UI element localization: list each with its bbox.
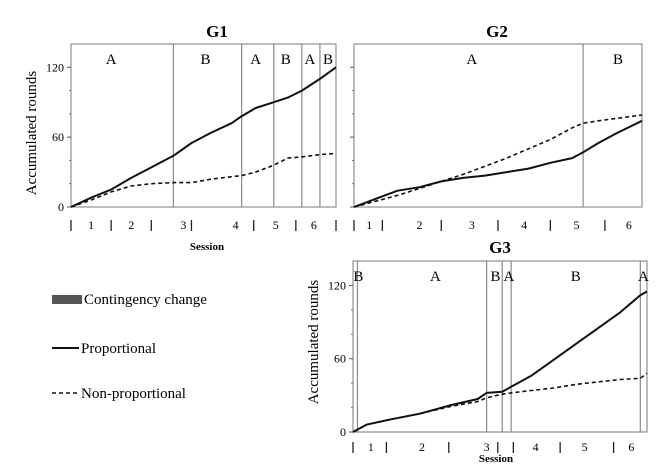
y-tick-label: 0 [58,200,64,214]
session-label: 4 [233,218,239,232]
session-label: 5 [273,218,279,232]
y-tick-label: 120 [46,60,64,74]
phase-label: B [613,52,623,68]
legend-label: Non-proportional [81,386,186,402]
session-label: 2 [416,218,422,232]
legend: Contingency change Proportional Non-prop… [52,292,207,402]
legend-item-proportional: Proportional [52,341,156,357]
legend-label: Contingency change [84,292,207,308]
series-line-proportional [353,119,643,208]
chart-g2: G2 A B 1 2 3 4 5 6 [350,22,643,232]
y-tick-label: 60 [334,352,346,366]
series-line-proportional [70,66,337,208]
session-label: 6 [628,440,634,454]
y-tick-label: 120 [328,278,346,292]
phase-label: B [200,52,210,68]
phase-label: A [106,52,117,68]
session-label: 2 [419,440,425,454]
chart-title: G1 [206,22,228,41]
session-label: 2 [128,218,134,232]
phase-label: A [503,269,514,285]
plot-frame [352,260,648,433]
series-line-proportional [352,290,648,433]
phase-label: B [323,52,333,68]
legend-swatch-bar [52,295,82,304]
y-axis-label: Accumulated rounds [24,71,40,196]
plot-frame [70,43,337,208]
phase-label: A [466,52,477,68]
session-label: 1 [368,440,374,454]
session-label: 1 [366,218,372,232]
phase-label: A [638,269,649,285]
y-axis-label: Accumulated rounds [306,280,322,405]
session-label: 1 [88,218,94,232]
plot-frame [353,43,643,208]
legend-item-contingency: Contingency change [52,292,207,308]
series-line-nonproportional [353,114,643,208]
chart-title: G3 [489,238,511,257]
y-tick-label: 60 [52,130,64,144]
session-label: 3 [484,440,490,454]
session-label: 6 [311,218,317,232]
phase-label: B [491,269,501,285]
x-axis-label: Session [479,453,513,465]
session-label: 4 [533,440,539,454]
x-axis-label: Session [190,241,224,253]
series-line-nonproportional [352,372,648,433]
session-label: 4 [521,218,527,232]
legend-item-nonproportional: Non-proportional [52,386,186,402]
session-label: 5 [582,440,588,454]
phase-label: B [353,269,363,285]
session-label: 5 [574,218,580,232]
chart-title: G2 [486,22,508,41]
session-label: 3 [469,218,475,232]
phase-label: B [571,269,581,285]
phase-label: A [250,52,261,68]
legend-label: Proportional [81,341,156,357]
session-label: 3 [180,218,186,232]
phase-label: B [281,52,291,68]
session-label: 6 [626,218,632,232]
phase-label: A [430,269,441,285]
phase-label: A [304,52,315,68]
y-tick-label: 0 [340,425,346,439]
series-line-nonproportional [70,152,337,208]
